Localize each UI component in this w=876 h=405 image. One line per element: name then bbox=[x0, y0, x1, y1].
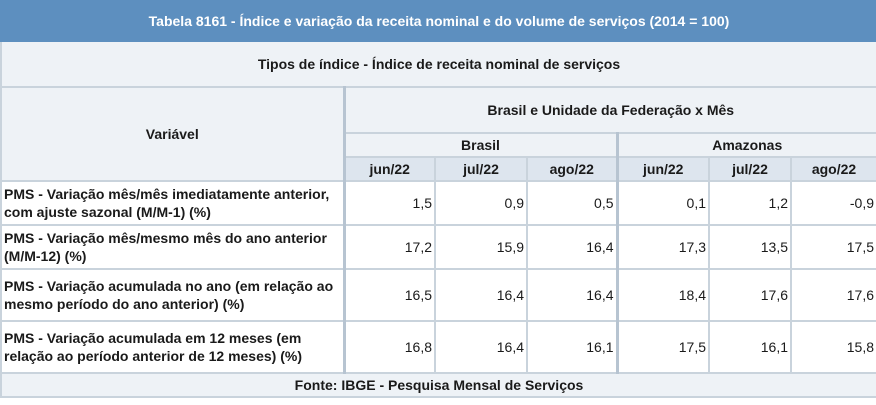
value-cell: 16,4 bbox=[526, 224, 618, 270]
value-cell: 1,2 bbox=[708, 180, 792, 226]
value-cell: 17,6 bbox=[790, 268, 876, 322]
value-cell: 16,4 bbox=[526, 268, 618, 322]
value-cell: 17,6 bbox=[708, 268, 792, 322]
table-row: PMS - Variação acumulada no ano (em rela… bbox=[0, 268, 876, 322]
value-cell: 0,1 bbox=[615, 180, 710, 226]
value-cell: 17,5 bbox=[615, 320, 710, 374]
table-row: PMS - Variação acumulada em 12 meses (em… bbox=[0, 320, 876, 374]
table-subtitle: Tipos de índice - Índice de receita nomi… bbox=[0, 40, 876, 88]
value-cell: 16,4 bbox=[434, 320, 528, 374]
month-header: jun/22 bbox=[343, 156, 436, 182]
value-cell: 13,5 bbox=[708, 224, 792, 270]
row-label: PMS - Variação acumulada no ano (em rela… bbox=[0, 268, 346, 322]
value-cell: 17,5 bbox=[790, 224, 876, 270]
table-row: PMS - Variação mês/mês imediatamente ant… bbox=[0, 180, 876, 226]
value-cell: 0,9 bbox=[434, 180, 528, 226]
value-cell: 1,5 bbox=[343, 180, 436, 226]
value-cell: -0,9 bbox=[790, 180, 876, 226]
value-cell: 0,5 bbox=[526, 180, 618, 226]
month-header: jun/22 bbox=[615, 156, 710, 182]
value-cell: 16,1 bbox=[526, 320, 618, 374]
group-header: Brasil e Unidade da Federação x Mês bbox=[343, 86, 876, 134]
row-label: PMS - Variação mês/mês imediatamente ant… bbox=[0, 180, 346, 226]
value-cell: 15,8 bbox=[790, 320, 876, 374]
value-cell: 15,9 bbox=[434, 224, 528, 270]
month-header: jul/22 bbox=[708, 156, 792, 182]
row-label: PMS - Variação acumulada em 12 meses (em… bbox=[0, 320, 346, 374]
row-label: PMS - Variação mês/mesmo mês do ano ante… bbox=[0, 224, 346, 270]
region-header-amazonas: Amazonas bbox=[615, 132, 876, 158]
region-header-brasil: Brasil bbox=[343, 132, 618, 158]
table-row: PMS - Variação mês/mesmo mês do ano ante… bbox=[0, 224, 876, 270]
month-header: ago/22 bbox=[790, 156, 876, 182]
value-cell: 16,1 bbox=[708, 320, 792, 374]
value-cell: 16,5 bbox=[343, 268, 436, 322]
variable-header: Variável bbox=[0, 86, 346, 182]
value-cell: 18,4 bbox=[615, 268, 710, 322]
table-footer-source: Fonte: IBGE - Pesquisa Mensal de Serviço… bbox=[0, 372, 876, 398]
month-header: ago/22 bbox=[526, 156, 618, 182]
value-cell: 16,8 bbox=[343, 320, 436, 374]
value-cell: 17,3 bbox=[615, 224, 710, 270]
table-title: Tabela 8161 - Índice e variação da recei… bbox=[0, 0, 876, 42]
value-cell: 16,4 bbox=[434, 268, 528, 322]
value-cell: 17,2 bbox=[343, 224, 436, 270]
month-header: jul/22 bbox=[434, 156, 528, 182]
